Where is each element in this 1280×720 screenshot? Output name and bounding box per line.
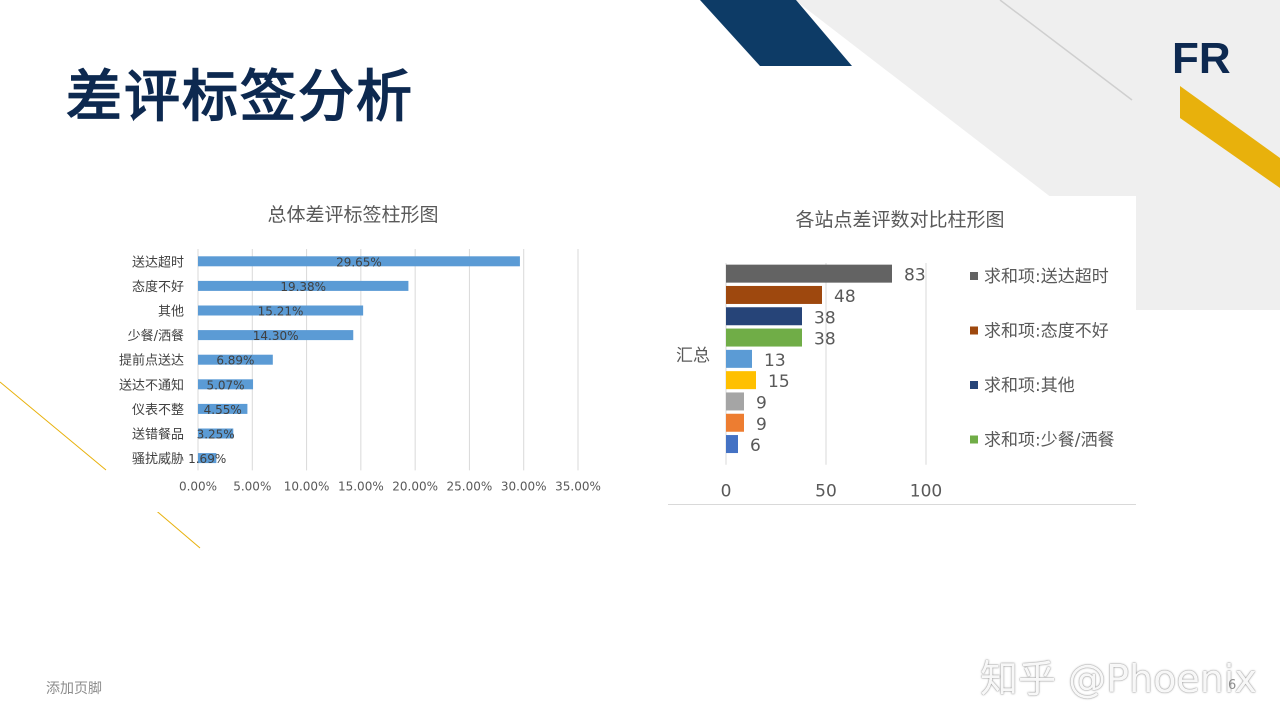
chart2-title: 各站点差评数对比柱形图 — [795, 209, 1004, 231]
chart2-data-label: 48 — [834, 287, 856, 307]
chart1-category-label: 少餐/洒餐 — [128, 328, 184, 344]
chart1-bar — [198, 428, 234, 439]
chart1-data-label: 4.55% — [204, 403, 242, 417]
chart2-data-label: 38 — [814, 308, 836, 328]
chart2-bar — [726, 371, 756, 390]
slide-title: 差评标签分析 — [66, 65, 414, 130]
chart2-data-label: 15 — [768, 372, 790, 392]
chart2-legend-label: 求和项:其他 — [984, 376, 1075, 396]
chart1-bar — [198, 256, 520, 267]
chart1-category-label: 送达不通知 — [119, 377, 184, 393]
chart1-data-label: 3.25% — [197, 428, 235, 442]
chart2-legend-label: 求和项:送达超时 — [984, 267, 1109, 287]
grey-band — [795, 0, 1280, 310]
gold-band — [1180, 86, 1280, 188]
chart1-x-tick-label: 30.00% — [501, 479, 547, 493]
grey-thin-line — [999, 0, 1133, 101]
chart1-bar — [198, 403, 248, 414]
chart2-x-tick-label: 50 — [815, 482, 837, 502]
chart2-legend-label: 求和项:态度不好 — [984, 322, 1109, 342]
chart1-category-label: 态度不好 — [132, 279, 184, 295]
chart2-x-tick-label: 100 — [910, 482, 942, 502]
chart1-category-label: 送达超时 — [132, 255, 184, 270]
chart2-bar — [726, 264, 892, 283]
page-number: 6 — [1228, 678, 1237, 693]
chart2-data-label: 83 — [904, 266, 926, 286]
chart1-x-tick-label: 5.00% — [233, 479, 271, 493]
chart2-bar — [726, 328, 802, 347]
chart1-bar — [198, 379, 254, 390]
chart2-category-label: 汇总 — [676, 346, 710, 366]
chart2-data-label: 9 — [756, 415, 767, 435]
overall-bad-review-chart-svg: 总体差评标签柱形图 0.00% 5.00% 10.00% 15.00% 20.00% 25.… — [119, 204, 601, 493]
chart1-category-label: 提前点送达 — [119, 353, 184, 369]
chart1-x-tick-label: 20.00% — [392, 479, 438, 493]
chart2-legend-swatch — [970, 435, 978, 444]
chart1-category-label: 仪表不整 — [132, 403, 184, 418]
chart1-x-tick-label: 10.00% — [284, 479, 330, 493]
chart1-x-tick-label: 15.00% — [338, 479, 384, 493]
chart1-bar — [198, 354, 273, 365]
chart1-bar — [198, 453, 217, 464]
chart1-title: 总体差评标签柱形图 — [267, 204, 438, 226]
chart1-category-label: 送错餐品 — [132, 427, 184, 443]
chart1-data-label: 14.30% — [253, 329, 299, 343]
chart1-data-label: 15.21% — [258, 305, 304, 319]
navy-band — [700, 0, 852, 66]
chart2-bar — [726, 285, 822, 304]
chart1-data-label: 19.38% — [280, 280, 326, 294]
chart1-category-label: 骚扰威胁 — [132, 452, 184, 467]
chart2-legend-swatch — [970, 326, 978, 335]
slide-footer: 添加页脚 — [46, 681, 102, 697]
chart1-data-label: 1.69% — [188, 452, 226, 466]
chart1-bar — [198, 280, 409, 291]
chart1-data-label: 5.07% — [206, 378, 244, 392]
chart2-bar — [726, 435, 738, 454]
brand-logo: FR — [1172, 34, 1231, 83]
chart1-x-tick-label: 0.00% — [179, 479, 217, 493]
chart1-x-tick-label: 25.00% — [447, 479, 493, 493]
chart2-legend-swatch — [970, 381, 978, 389]
chart1-bar — [198, 330, 354, 341]
watermark: 知乎 @Phoenix — [980, 657, 1257, 701]
chart2-data-label: 6 — [750, 436, 761, 456]
chart2-bar — [726, 349, 752, 368]
chart2-data-label: 38 — [814, 330, 836, 350]
station-comparison-chart: 各站点差评数对比柱形图 0 50 100 汇总 83 48 38 38 13 15 9 9 6 求和项:送达… — [668, 196, 1136, 505]
chart2-bar — [726, 392, 744, 411]
overall-bad-review-chart: 总体差评标签柱形图 0.00% 5.00% 10.00% 15.00% 20.00% 25.… — [108, 192, 618, 512]
chart1-category-label: 其他 — [158, 305, 184, 320]
chart2-bar — [726, 307, 802, 326]
chart2-legend-label: 求和项:少餐/洒餐 — [984, 431, 1114, 451]
chart2-legend-swatch — [970, 272, 978, 280]
chart1-x-tick-label: 35.00% — [555, 479, 601, 493]
chart2-data-label: 9 — [756, 393, 767, 413]
chart1-data-label: 29.65% — [336, 255, 382, 269]
chart2-data-label: 13 — [764, 351, 786, 371]
chart2-x-tick-label: 0 — [721, 482, 732, 502]
chart2-bar — [726, 413, 744, 432]
gold-line-left-upper — [0, 381, 107, 471]
chart1-data-label: 6.89% — [216, 354, 254, 368]
chart1-bar — [198, 305, 364, 316]
